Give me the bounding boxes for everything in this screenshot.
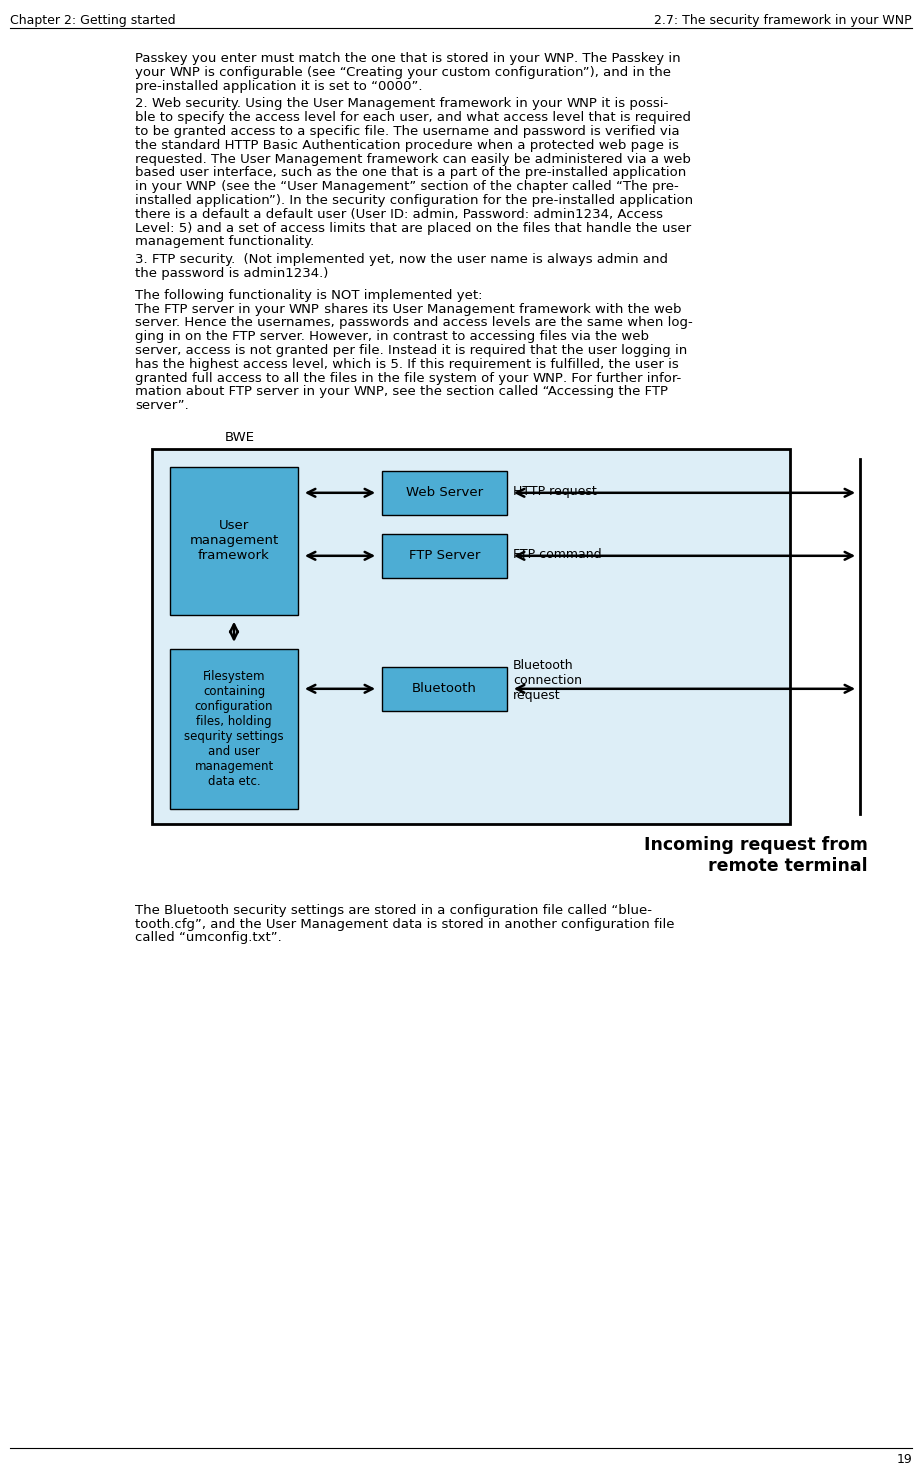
Text: has the highest access level, which is 5. If this requirement is fulfilled, the : has the highest access level, which is 5… bbox=[135, 357, 679, 371]
Text: server, access is not granted per file. Instead it is required that the user log: server, access is not granted per file. … bbox=[135, 344, 687, 357]
Text: WNP: WNP bbox=[353, 385, 384, 399]
Bar bbox=[170, 466, 298, 615]
Text: based user interface, such as the one that is a part of the pre-installed applic: based user interface, such as the one th… bbox=[135, 166, 686, 179]
Text: WNP: WNP bbox=[566, 97, 597, 110]
Text: . For further infor-: . For further infor- bbox=[563, 372, 681, 384]
Text: to be granted access to a specific file. The username and password is verified v: to be granted access to a specific file.… bbox=[135, 125, 680, 138]
Text: FTP command: FTP command bbox=[513, 549, 602, 562]
Text: called “umconfig.txt”.: called “umconfig.txt”. bbox=[135, 931, 282, 944]
Text: in your: in your bbox=[135, 181, 185, 193]
Text: 19: 19 bbox=[896, 1453, 912, 1467]
Text: shares its User Management framework with the web: shares its User Management framework wit… bbox=[320, 303, 681, 316]
Text: the password is admin1234.): the password is admin1234.) bbox=[135, 268, 328, 279]
Text: Web Server: Web Server bbox=[406, 487, 483, 499]
Bar bbox=[382, 666, 507, 710]
Text: BWE: BWE bbox=[225, 431, 255, 444]
Text: installed application”). In the security configuration for the pre-installed app: installed application”). In the security… bbox=[135, 194, 693, 207]
Text: Chapter 2: Getting started: Chapter 2: Getting started bbox=[10, 15, 175, 26]
Text: FTP Server: FTP Server bbox=[408, 549, 480, 562]
Text: The FTP server in your: The FTP server in your bbox=[135, 303, 289, 316]
Text: (see the “User Management” section of the chapter called “The pre-: (see the “User Management” section of th… bbox=[217, 181, 679, 193]
Text: FTP security.: FTP security. bbox=[152, 253, 235, 266]
Bar bbox=[170, 649, 298, 809]
Text: there is a default a default user (User ID: admin, Password: admin1234, Access: there is a default a default user (User … bbox=[135, 207, 663, 221]
Text: is configurable (see “Creating your custom configuration”), and in the: is configurable (see “Creating your cust… bbox=[200, 66, 671, 79]
Text: WNP: WNP bbox=[533, 372, 563, 384]
Text: the standard HTTP Basic Authentication procedure when a protected web page is: the standard HTTP Basic Authentication p… bbox=[135, 138, 679, 152]
Text: HTTP request: HTTP request bbox=[513, 485, 597, 499]
Text: 2.7: The security framework in your WNP: 2.7: The security framework in your WNP bbox=[655, 15, 912, 26]
Text: Bluetooth
connection
request: Bluetooth connection request bbox=[513, 659, 582, 702]
Text: management functionality.: management functionality. bbox=[135, 235, 314, 249]
Text: User
management
framework: User management framework bbox=[189, 519, 278, 562]
Text: (Not implemented yet, now the user name is always admin and: (Not implemented yet, now the user name … bbox=[235, 253, 668, 266]
Bar bbox=[382, 471, 507, 515]
Text: The following functionality is NOT implemented yet:: The following functionality is NOT imple… bbox=[135, 288, 482, 302]
Text: WNP: WNP bbox=[185, 181, 217, 193]
Text: granted full access to all the files in the file system of your: granted full access to all the files in … bbox=[135, 372, 533, 384]
Text: tooth.cfg”, and the User Management data is stored in another configuration file: tooth.cfg”, and the User Management data… bbox=[135, 918, 675, 931]
Text: WNP: WNP bbox=[289, 303, 320, 316]
Text: server”.: server”. bbox=[135, 399, 189, 412]
Text: ble to specify the access level for each user, and what access level that is req: ble to specify the access level for each… bbox=[135, 112, 691, 124]
Text: , see the section called “Accessing the FTP: , see the section called “Accessing the … bbox=[384, 385, 668, 399]
Text: The Bluetooth security settings are stored in a configuration file called “blue-: The Bluetooth security settings are stor… bbox=[135, 903, 652, 916]
Text: Web security.: Web security. bbox=[152, 97, 241, 110]
Text: . The Passkey in: . The Passkey in bbox=[574, 51, 681, 65]
Text: 2.: 2. bbox=[135, 97, 152, 110]
Text: Level: 5) and a set of access limits that are placed on the files that handle th: Level: 5) and a set of access limits tha… bbox=[135, 222, 692, 234]
Bar bbox=[152, 449, 790, 824]
Text: Bluetooth: Bluetooth bbox=[412, 683, 477, 696]
Text: requested. The User Management framework can easily be administered via a web: requested. The User Management framework… bbox=[135, 153, 691, 166]
Text: WNP: WNP bbox=[170, 66, 200, 79]
Text: your: your bbox=[135, 66, 170, 79]
Text: 3.: 3. bbox=[135, 253, 152, 266]
Text: Filesystem
containing
configuration
files, holding
sequrity settings
and user
ma: Filesystem containing configuration file… bbox=[184, 669, 284, 788]
Text: server. Hence the usernames, passwords and access levels are the same when log-: server. Hence the usernames, passwords a… bbox=[135, 316, 692, 330]
Text: pre-installed application it is set to “0000”.: pre-installed application it is set to “… bbox=[135, 79, 422, 93]
Text: Passkey you enter must match the one that is stored in your: Passkey you enter must match the one tha… bbox=[135, 51, 544, 65]
Text: mation about FTP server in your: mation about FTP server in your bbox=[135, 385, 353, 399]
Bar bbox=[382, 534, 507, 578]
Text: Using the User Management framework in your: Using the User Management framework in y… bbox=[241, 97, 566, 110]
Text: ging in on the FTP server. However, in contrast to accessing files via the web: ging in on the FTP server. However, in c… bbox=[135, 330, 649, 343]
Text: Incoming request from
remote terminal: Incoming request from remote terminal bbox=[644, 836, 868, 875]
Text: it is possi-: it is possi- bbox=[597, 97, 668, 110]
Text: WNP: WNP bbox=[544, 51, 574, 65]
